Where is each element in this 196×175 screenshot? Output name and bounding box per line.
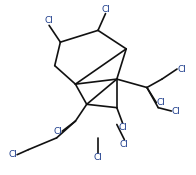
Text: Cl: Cl <box>93 153 103 162</box>
Text: Cl: Cl <box>118 123 127 132</box>
Text: Cl: Cl <box>101 5 110 14</box>
Text: Cl: Cl <box>120 140 129 149</box>
Text: Cl: Cl <box>45 16 54 25</box>
Text: Cl: Cl <box>8 150 17 159</box>
Text: Cl: Cl <box>156 98 165 107</box>
Text: Cl: Cl <box>177 65 186 74</box>
Text: Cl: Cl <box>53 127 62 136</box>
Text: Cl: Cl <box>171 107 180 116</box>
